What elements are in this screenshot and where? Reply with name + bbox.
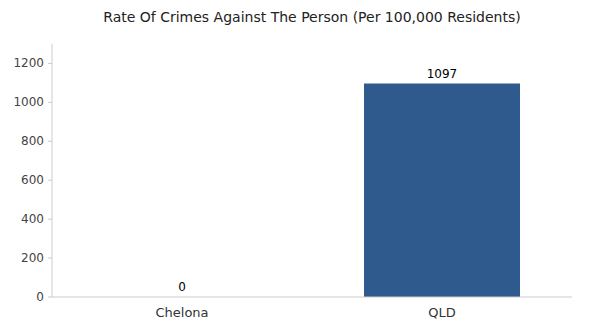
bar (364, 84, 520, 297)
data-label: 1097 (427, 67, 458, 81)
y-axis: 0 200 400 600 800 1000 1200 (13, 44, 52, 304)
x-axis-line (52, 297, 572, 298)
y-tick (48, 141, 52, 142)
chart-container: Rate Of Crimes Against The Person (Per 1… (0, 0, 592, 333)
y-tick-label: 200 (21, 251, 44, 265)
y-tick-label: 400 (21, 212, 44, 226)
y-tick (48, 63, 52, 64)
y-tick-label: 1000 (13, 95, 44, 109)
data-label: 0 (178, 280, 186, 294)
y-tick-label: 600 (21, 173, 44, 187)
y-tick (48, 219, 52, 220)
y-tick-label: 800 (21, 134, 44, 148)
chart-svg: Rate Of Crimes Against The Person (Per 1… (0, 0, 592, 333)
y-axis-line (52, 44, 53, 297)
chart-title: Rate Of Crimes Against The Person (Per 1… (103, 9, 520, 25)
y-tick-label: 0 (36, 290, 44, 304)
y-tick (48, 102, 52, 103)
x-tick-label: Chelona (155, 305, 208, 320)
y-tick (48, 258, 52, 259)
bars (364, 84, 520, 297)
y-tick-label: 1200 (13, 56, 44, 70)
y-tick (48, 180, 52, 181)
y-tick (48, 297, 52, 298)
x-tick-label: QLD (428, 305, 456, 320)
